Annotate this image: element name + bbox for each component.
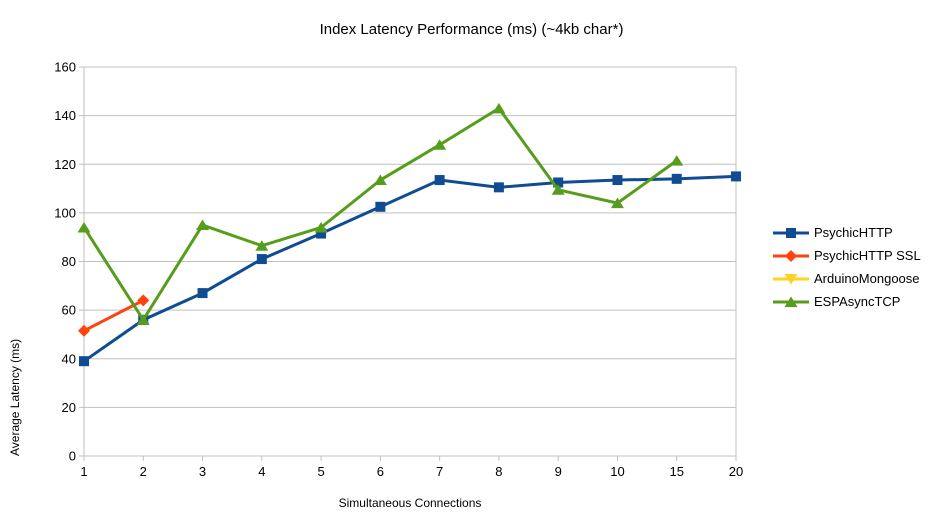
y-tick-label: 140 [54,108,76,123]
x-tick-label: 4 [258,464,265,479]
y-tick-label: 0 [69,449,76,464]
marker-triangle-up-espasynctcp [136,314,150,325]
y-axis-title: Average Latency (ms) [8,338,22,456]
y-tick-label: 160 [54,60,76,75]
marker-square-psychichttp [612,175,623,186]
legend-label: ESPAsyncTCP [814,294,901,309]
marker-triangle-up-espasynctcp [196,219,210,231]
marker-triangle-up-espasynctcp [77,221,91,233]
series-line-psychichttp [83,174,737,363]
marker-triangle-up-espasynctcp [492,102,506,114]
x-tick-label: 15 [669,464,683,479]
legend-square-marker-icon [773,227,809,238]
marker-square-psychichttp [375,201,386,212]
marker-triangle-up-espasynctcp [551,184,565,195]
marker-triangle-up-espasynctcp [670,155,684,166]
x-tick-label: 7 [436,464,443,479]
marker-diamond-psychichttp-ssl [78,324,90,337]
x-tick-label: 9 [555,464,562,479]
legend-label: PsychicHTTP SSL [814,248,921,263]
legend-triangle-up-marker-icon [773,296,809,307]
x-tick-label: 1 [80,464,87,479]
x-tick-label: 8 [495,464,502,479]
marker-triangle-up-espasynctcp [314,221,328,233]
marker-triangle-down-legend [784,273,798,284]
marker-square-psychichttp [79,356,89,367]
marker-diamond-legend [785,249,797,262]
x-axis-title: Simultaneous Connections [338,496,482,510]
marker-square-psychichttp [731,171,741,182]
marker-square-psychichttp [434,175,445,186]
x-tick-label: 20 [729,464,743,479]
marker-triangle-up-espasynctcp [433,139,447,150]
y-tick-label: 20 [62,400,76,415]
legend-item-psychichttp: PsychicHTTP [773,221,921,244]
marker-square-psychichttp [671,173,682,184]
x-tick-label: 10 [610,464,624,479]
y-tick-label: 120 [54,157,76,172]
series-line-espasynctcp [82,106,678,323]
legend-diamond-marker-icon [773,249,809,262]
legend-triangle-down-marker-icon [773,273,809,284]
marker-diamond-psychichttp-ssl [137,294,150,307]
legend-label: ArduinoMongoose [814,271,920,286]
marker-square-psychichttp [256,254,267,265]
y-tick-label: 40 [62,351,76,366]
marker-square-legend [786,227,796,238]
marker-square-psychichttp [493,182,504,193]
x-tick-label: 2 [140,464,147,479]
y-tick-label: 100 [54,205,76,220]
chart-title: Index Latency Performance (ms) (~4kb cha… [319,21,624,38]
marker-triangle-up-espasynctcp [610,197,624,209]
marker-triangle-up-espasynctcp [373,174,387,186]
legend-item-espasynctcp: ESPAsyncTCP [773,290,921,313]
marker-triangle-up-espasynctcp [255,240,269,251]
marker-square-psychichttp [553,177,564,188]
x-tick-label: 5 [317,464,324,479]
legend-item-arduinomongoose: ArduinoMongoose [773,267,921,290]
marker-square-psychichttp [316,228,327,239]
legend: PsychicHTTP PsychicHTTP SSL ArduinoMongoos… [773,221,921,313]
legend-item-psychichttp-ssl: PsychicHTTP SSL [773,244,921,267]
y-tick-label: 80 [62,254,76,269]
marker-square-psychichttp [197,288,208,299]
marker-triangle-up-legend [784,296,798,307]
x-tick-label: 3 [199,464,206,479]
x-tick-label: 6 [377,464,384,479]
legend-label: PsychicHTTP [814,225,893,240]
y-tick-label: 60 [62,303,76,318]
